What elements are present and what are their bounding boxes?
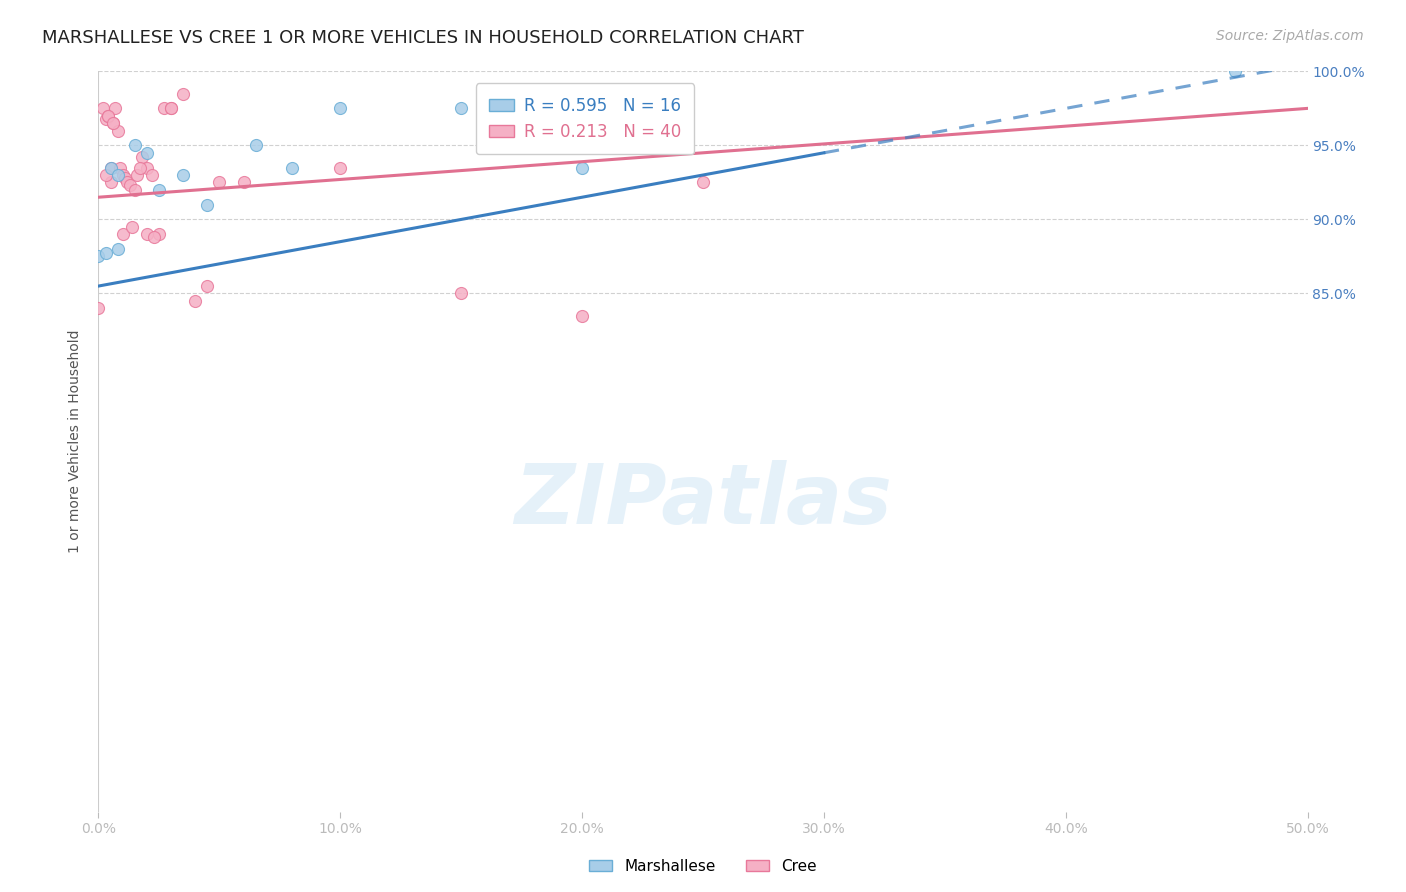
Point <box>1223 64 1246 78</box>
Point <box>135 227 157 242</box>
Point <box>571 161 593 175</box>
Point <box>131 150 153 164</box>
Point <box>104 102 127 116</box>
Point <box>94 246 117 260</box>
Point <box>128 161 150 175</box>
Point <box>87 301 110 316</box>
Point <box>135 145 157 160</box>
Point <box>172 87 194 101</box>
Point <box>208 176 231 190</box>
Point <box>148 183 170 197</box>
Point <box>94 112 117 126</box>
Point <box>329 102 352 116</box>
Point <box>692 176 714 190</box>
Text: MARSHALLESE VS CREE 1 OR MORE VEHICLES IN HOUSEHOLD CORRELATION CHART: MARSHALLESE VS CREE 1 OR MORE VEHICLES I… <box>42 29 804 46</box>
Point <box>571 309 593 323</box>
Point <box>281 161 304 175</box>
Point <box>101 116 124 130</box>
Point <box>100 161 122 175</box>
Point <box>450 286 472 301</box>
Point <box>114 171 136 186</box>
Point <box>160 102 183 116</box>
Point <box>117 176 139 190</box>
Point <box>121 219 143 234</box>
Point <box>94 168 117 182</box>
Point <box>329 161 352 175</box>
Legend: Marshallese, Cree: Marshallese, Cree <box>583 853 823 880</box>
Point <box>100 161 122 175</box>
Point <box>184 293 207 308</box>
Point <box>127 168 149 182</box>
Point <box>107 123 129 137</box>
Text: ZIPatlas: ZIPatlas <box>515 460 891 541</box>
Point <box>107 242 129 256</box>
Text: Source: ZipAtlas.com: Source: ZipAtlas.com <box>1216 29 1364 43</box>
Point <box>100 176 122 190</box>
Point <box>97 109 120 123</box>
Point <box>108 161 131 175</box>
Point <box>152 102 174 116</box>
Y-axis label: 1 or more Vehicles in Household: 1 or more Vehicles in Household <box>69 330 83 553</box>
Point <box>118 178 141 193</box>
Point <box>172 168 194 182</box>
Point <box>195 279 218 293</box>
Point <box>232 176 254 190</box>
Point <box>101 116 124 130</box>
Point <box>195 197 218 211</box>
Point <box>148 227 170 242</box>
Point <box>124 138 146 153</box>
Point <box>87 250 110 264</box>
Point <box>91 102 114 116</box>
Point <box>124 183 146 197</box>
Point <box>450 102 472 116</box>
Point <box>141 168 163 182</box>
Point <box>245 138 267 153</box>
Point <box>111 168 134 182</box>
Point <box>135 161 157 175</box>
Point <box>97 109 120 123</box>
Legend: R = 0.595   N = 16, R = 0.213   N = 40: R = 0.595 N = 16, R = 0.213 N = 40 <box>475 83 695 154</box>
Point <box>160 102 183 116</box>
Point <box>143 230 166 244</box>
Point <box>107 168 129 182</box>
Point <box>111 227 134 242</box>
